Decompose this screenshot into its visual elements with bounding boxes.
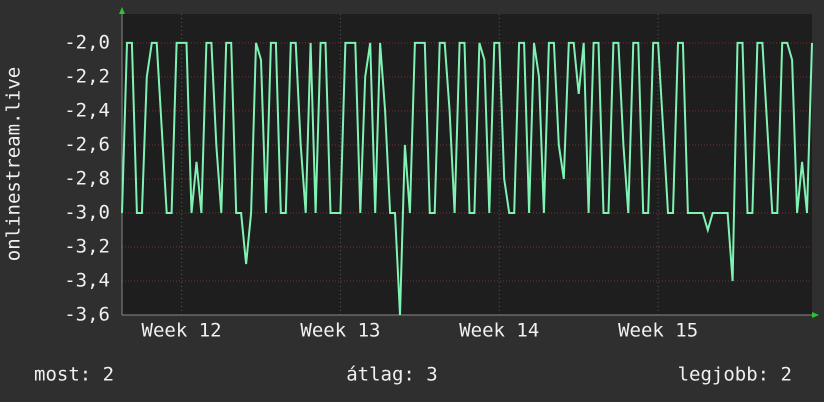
footer-text: átlag: 3 — [346, 364, 438, 386]
footer-text: legjobb: 2 — [678, 364, 792, 386]
y-tick-label: -3,0 — [64, 201, 110, 223]
x-tick-label: Week 15 — [618, 320, 698, 342]
y-tick-label: -2,0 — [64, 31, 110, 53]
y-tick-label: -2,2 — [64, 65, 110, 87]
data-line — [121, 41, 813, 316]
y-tick-label: -3,6 — [64, 304, 110, 326]
x-tick-label: Week 13 — [300, 320, 380, 342]
y-tick-label: -3,2 — [64, 235, 110, 257]
y-tick-label: -2,8 — [64, 167, 110, 189]
y-axis-label: onlinestream.live — [3, 67, 25, 261]
footer-text: most: 2 — [34, 364, 114, 386]
y-tick-label: -2,4 — [64, 99, 110, 121]
plot-area — [122, 14, 812, 315]
axis-arrow — [812, 312, 819, 318]
axis-arrow — [119, 7, 125, 14]
x-tick-label: Week 14 — [459, 320, 539, 342]
y-tick-label: -2,6 — [64, 133, 110, 155]
x-tick-label: Week 12 — [142, 320, 222, 342]
y-tick-label: -3,4 — [64, 269, 110, 291]
